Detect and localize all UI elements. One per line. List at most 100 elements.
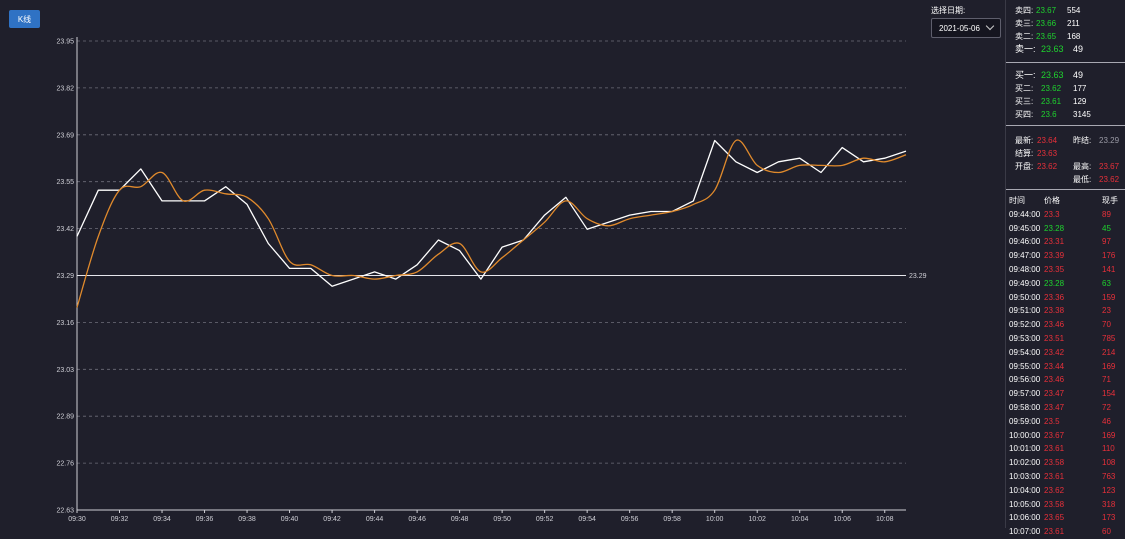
y-tick-label: 23.55 (56, 179, 74, 186)
trade-time: 09:54:00 (1009, 347, 1041, 357)
trade-row: 10:01:00 23.61 110 (1009, 442, 1125, 456)
x-tick-label: 09:32 (111, 516, 129, 523)
x-tick-label: 09:36 (196, 516, 214, 523)
x-tick-label: 10:04 (791, 516, 809, 523)
quote-panel: 卖四: 23.67 554 卖三: 23.66 211 卖二: 23.65 168 卖一: 2… (1005, 0, 1125, 536)
kline-button[interactable]: K线 (9, 10, 40, 28)
trade-row: 09:47:00 23.39 176 (1009, 249, 1125, 263)
trade-time: 09:58:00 (1009, 402, 1041, 412)
trade-row: 10:06:00 23.65 173 (1009, 511, 1125, 525)
trade-price: 23.42 (1044, 347, 1065, 357)
trade-row: 09:59:00 23.5 46 (1009, 415, 1125, 429)
trade-price: 23.58 (1044, 458, 1065, 468)
trade-row: 09:55:00 23.44 169 (1009, 360, 1125, 374)
trade-time: 09:51:00 (1009, 306, 1041, 316)
trade-price: 23.47 (1044, 402, 1065, 412)
trade-price: 23.5 (1044, 416, 1060, 426)
trade-time: 10:02:00 (1009, 458, 1041, 468)
trade-time: 09:55:00 (1009, 361, 1041, 371)
trade-time: 09:45:00 (1009, 223, 1041, 233)
trade-time: 09:57:00 (1009, 389, 1041, 399)
trade-time: 09:47:00 (1009, 251, 1041, 261)
trade-time: 10:01:00 (1009, 444, 1041, 454)
trade-time: 09:46:00 (1009, 237, 1041, 247)
trade-time: 10:03:00 (1009, 471, 1041, 481)
y-tick-label: 23.42 (56, 226, 74, 233)
trade-vol: 60 (1102, 527, 1111, 537)
x-tick-label: 09:44 (366, 516, 384, 523)
trade-row: 09:51:00 23.38 23 (1009, 304, 1125, 318)
trade-vol: 63 (1102, 278, 1111, 288)
trade-price: 23.28 (1044, 278, 1065, 288)
trade-vol: 72 (1102, 402, 1111, 412)
trade-row: 10:07:00 23.61 60 (1009, 525, 1125, 539)
trade-time: 09:49:00 (1009, 278, 1041, 288)
reference-line-label: 23.29 (909, 273, 927, 280)
trade-vol: 154 (1102, 389, 1116, 399)
trade-time: 10:06:00 (1009, 513, 1041, 523)
trade-row: 09:49:00 23.28 63 (1009, 277, 1125, 291)
trade-row: 09:45:00 23.28 45 (1009, 222, 1125, 236)
trade-price: 23.61 (1044, 471, 1065, 481)
trade-vol: 214 (1102, 347, 1116, 357)
x-tick-label: 09:56 (621, 516, 639, 523)
trade-time: 09:52:00 (1009, 320, 1041, 330)
x-tick-label: 09:38 (238, 516, 256, 523)
trade-price: 23.44 (1044, 361, 1065, 371)
trade-price: 23.35 (1044, 264, 1065, 274)
trade-vol: 45 (1102, 223, 1111, 233)
trade-row: 09:46:00 23.31 97 (1009, 235, 1125, 249)
trade-price: 23.28 (1044, 223, 1065, 233)
intraday-chart: 23.95 23.82 23.69 23.55 23.42 23.29 23.16 23.03… (56, 37, 927, 523)
trade-price: 23.62 (1044, 485, 1065, 495)
trade-row: 10:05:00 23.58 318 (1009, 498, 1125, 512)
trade-list: 时间 价格 现手 09:44:00 23.3 89 09:45:00 23.28 45 09… (1009, 194, 1125, 539)
trade-row: 09:54:00 23.42 214 (1009, 346, 1125, 360)
trade-time: 10:07:00 (1009, 527, 1041, 537)
trade-vol: 110 (1102, 444, 1115, 454)
trade-vol: 46 (1102, 416, 1111, 426)
trade-price: 23.3 (1044, 209, 1060, 219)
price-line (76, 139, 907, 287)
x-tick-label: 09:48 (451, 516, 469, 523)
date-picker-label: 选择日期: (931, 6, 966, 15)
trade-vol: 169 (1102, 430, 1116, 440)
trade-row: 09:58:00 23.47 72 (1009, 401, 1125, 415)
date-select[interactable]: 2021-05-06 (931, 18, 1001, 38)
book-divider (1006, 62, 1125, 63)
trade-list-header: 时间 价格 现手 (1009, 196, 1118, 205)
x-tick-label: 09:46 (408, 516, 426, 523)
y-tick-label: 23.03 (56, 367, 74, 374)
x-tick-label: 09:50 (493, 516, 511, 523)
book-divider (1006, 189, 1125, 190)
y-tick-label: 23.29 (56, 273, 74, 280)
trade-vol: 70 (1102, 320, 1111, 330)
trade-vol: 763 (1102, 471, 1116, 481)
trade-row: 09:57:00 23.47 154 (1009, 387, 1125, 401)
trade-price: 23.61 (1044, 527, 1065, 537)
x-tick-label: 09:30 (68, 516, 86, 523)
trade-price: 23.36 (1044, 292, 1065, 302)
y-tick-label: 22.63 (56, 508, 74, 515)
trade-price: 23.47 (1044, 389, 1065, 399)
x-tick-label: 10:02 (748, 516, 766, 523)
average-line (76, 139, 907, 308)
trade-rows: 09:44:00 23.3 89 09:45:00 23.28 45 09:46:00 23.… (1009, 208, 1125, 539)
chevron-down-icon (985, 21, 995, 31)
trade-price: 23.39 (1044, 251, 1065, 261)
trade-price: 23.46 (1044, 320, 1065, 330)
x-tick-label: 10:06 (833, 516, 851, 523)
x-tick-label: 10:00 (706, 516, 724, 523)
y-tick-label: 23.95 (56, 39, 74, 46)
trade-price: 23.46 (1044, 375, 1065, 385)
trade-vol: 23 (1102, 306, 1111, 316)
trade-row: 09:52:00 23.46 70 (1009, 318, 1125, 332)
x-tick-label: 09:40 (281, 516, 299, 523)
trade-row: 09:44:00 23.3 89 (1009, 208, 1125, 222)
trade-row: 09:56:00 23.46 71 (1009, 373, 1125, 387)
trade-vol: 89 (1102, 209, 1111, 219)
trade-vol: 159 (1102, 292, 1116, 302)
trade-price: 23.67 (1044, 430, 1065, 440)
trade-row: 10:00:00 23.67 169 (1009, 429, 1125, 443)
x-tick-label: 09:52 (536, 516, 554, 523)
